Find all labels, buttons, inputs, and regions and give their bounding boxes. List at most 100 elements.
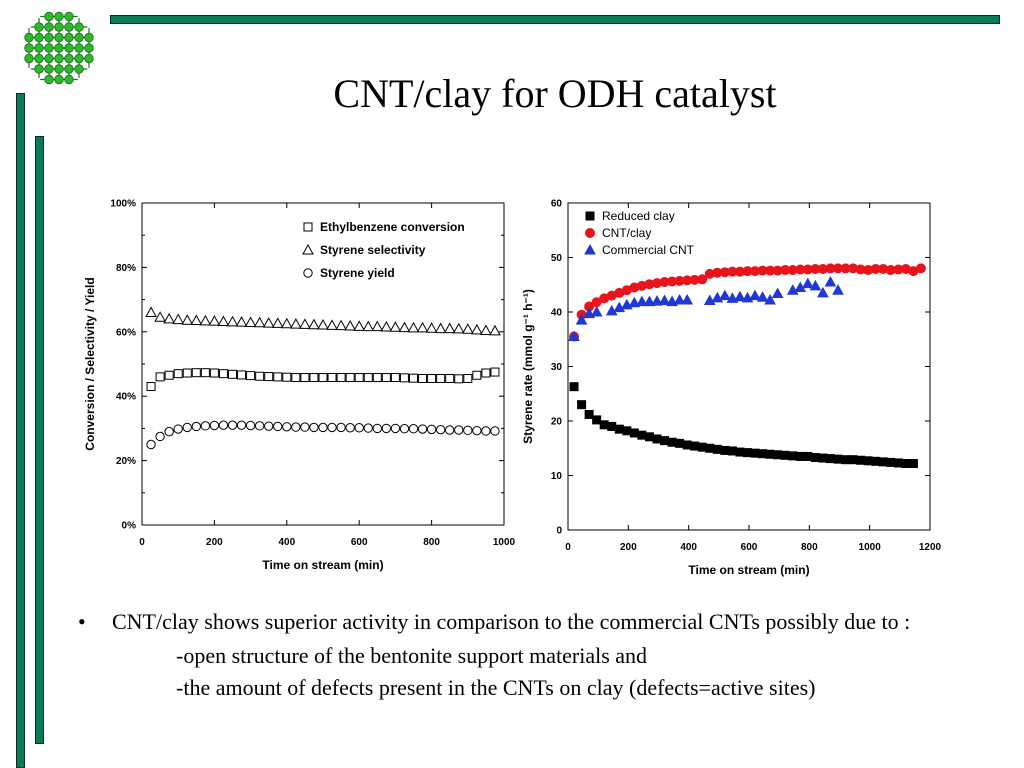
- x-axis-label: Time on stream (min): [262, 558, 383, 572]
- logo-atom: [34, 43, 44, 53]
- data-point: [445, 425, 455, 435]
- data-points: [568, 263, 926, 469]
- data-point: [780, 450, 790, 460]
- data-point: [629, 428, 639, 438]
- data-point: [398, 321, 411, 333]
- data-point: [915, 263, 926, 274]
- bullet-item: • CNT/clay shows superior activity in co…: [78, 608, 1018, 636]
- data-point: [245, 420, 256, 431]
- data-point: [164, 370, 174, 380]
- data-point: [575, 314, 588, 325]
- x-tick-label: 600: [351, 537, 368, 548]
- logo-atom: [34, 32, 44, 43]
- data-point: [417, 424, 428, 434]
- data-point: [354, 423, 364, 433]
- data-point: [273, 372, 283, 382]
- chart-styrene-rate-svg: 0 200 400 600 800 1000 1200 0 10 20 30 40 50 60 Time o…: [521, 199, 942, 578]
- data-point: [146, 439, 156, 450]
- x-tick-label: 0: [139, 537, 145, 548]
- data-point: [719, 289, 731, 301]
- data-point: [200, 421, 211, 431]
- data-point: [237, 370, 247, 380]
- data-point: [173, 424, 183, 434]
- data-point: [481, 426, 491, 436]
- left-bar-inner: [35, 136, 44, 744]
- logo-atom: [24, 53, 34, 64]
- data-point: [164, 426, 174, 437]
- bullet-list: • CNT/clay shows superior activity in co…: [78, 608, 1018, 702]
- data-point: [372, 423, 382, 434]
- data-point: [209, 420, 220, 431]
- data-point: [363, 423, 373, 433]
- data-point: [773, 450, 783, 460]
- y-tick-label: 0%: [122, 521, 137, 532]
- data-point: [818, 453, 828, 463]
- data-point: [381, 373, 391, 383]
- data-point: [758, 449, 768, 459]
- logo-atom: [34, 64, 44, 74]
- data-point: [309, 422, 319, 433]
- data-point: [291, 373, 301, 383]
- chart-conversion: 0 200 400 600 800 1000 0% 20% 40% 60% 80% 100% Time …: [80, 190, 520, 580]
- data-point: [697, 442, 707, 452]
- data-point: [399, 373, 409, 383]
- logo-atom: [64, 22, 74, 32]
- data-point: [416, 321, 429, 333]
- y-tick-label: 0: [556, 526, 562, 537]
- data-point: [409, 373, 418, 383]
- data-point: [463, 373, 473, 383]
- data-point: [155, 372, 165, 382]
- logo-atom: [64, 11, 74, 22]
- data-point: [371, 320, 384, 332]
- legend-marker: [585, 211, 595, 221]
- data-point: [163, 312, 175, 324]
- data-point: [622, 426, 632, 436]
- bullet-icon: •: [78, 609, 86, 634]
- data-point: [577, 400, 587, 410]
- legend-label: Styrene yield: [320, 266, 395, 280]
- data-point: [308, 318, 320, 330]
- data-point: [592, 415, 602, 425]
- logo-atom: [44, 32, 54, 43]
- logo-atom: [74, 64, 84, 74]
- sub-point-2: -the amount of defects present in the CN…: [176, 675, 816, 700]
- data-point: [299, 318, 311, 329]
- logo-atom: [44, 53, 54, 64]
- data-points: [145, 306, 501, 450]
- legend-label: Styrene selectivity: [320, 243, 426, 257]
- data-point: [824, 275, 837, 287]
- data-point: [435, 424, 446, 435]
- x-tick-label: 600: [741, 542, 758, 553]
- data-point: [271, 317, 284, 328]
- data-point: [809, 279, 822, 291]
- y-tick-label: 30: [551, 362, 563, 373]
- data-point: [182, 368, 192, 378]
- data-point: [264, 372, 274, 382]
- data-point: [735, 447, 745, 457]
- data-point: [327, 373, 337, 383]
- data-point: [155, 431, 165, 442]
- y-tick-label: 60%: [116, 327, 136, 338]
- x-tick-label: 0: [565, 542, 571, 553]
- data-point: [901, 459, 911, 469]
- legend-label: CNT/clay: [602, 226, 651, 240]
- data-point: [681, 293, 694, 305]
- y-tick-label: 40: [551, 308, 563, 319]
- data-point: [481, 368, 491, 378]
- data-point: [472, 425, 482, 436]
- data-point: [336, 422, 346, 433]
- data-point: [291, 422, 301, 432]
- data-point: [841, 455, 851, 465]
- data-point: [471, 323, 483, 335]
- data-point: [848, 455, 858, 465]
- data-point: [690, 441, 700, 451]
- data-point: [418, 373, 428, 383]
- chart-styrene-rate: 0 200 400 600 800 1000 1200 0 10 20 30 40 50 60 Time o…: [518, 186, 948, 578]
- x-tick-label: 200: [206, 537, 223, 548]
- data-point: [146, 382, 156, 392]
- data-point: [463, 425, 473, 436]
- data-point: [584, 409, 594, 419]
- data-point: [300, 422, 310, 432]
- logo-atom: [44, 74, 54, 85]
- data-point: [454, 374, 464, 384]
